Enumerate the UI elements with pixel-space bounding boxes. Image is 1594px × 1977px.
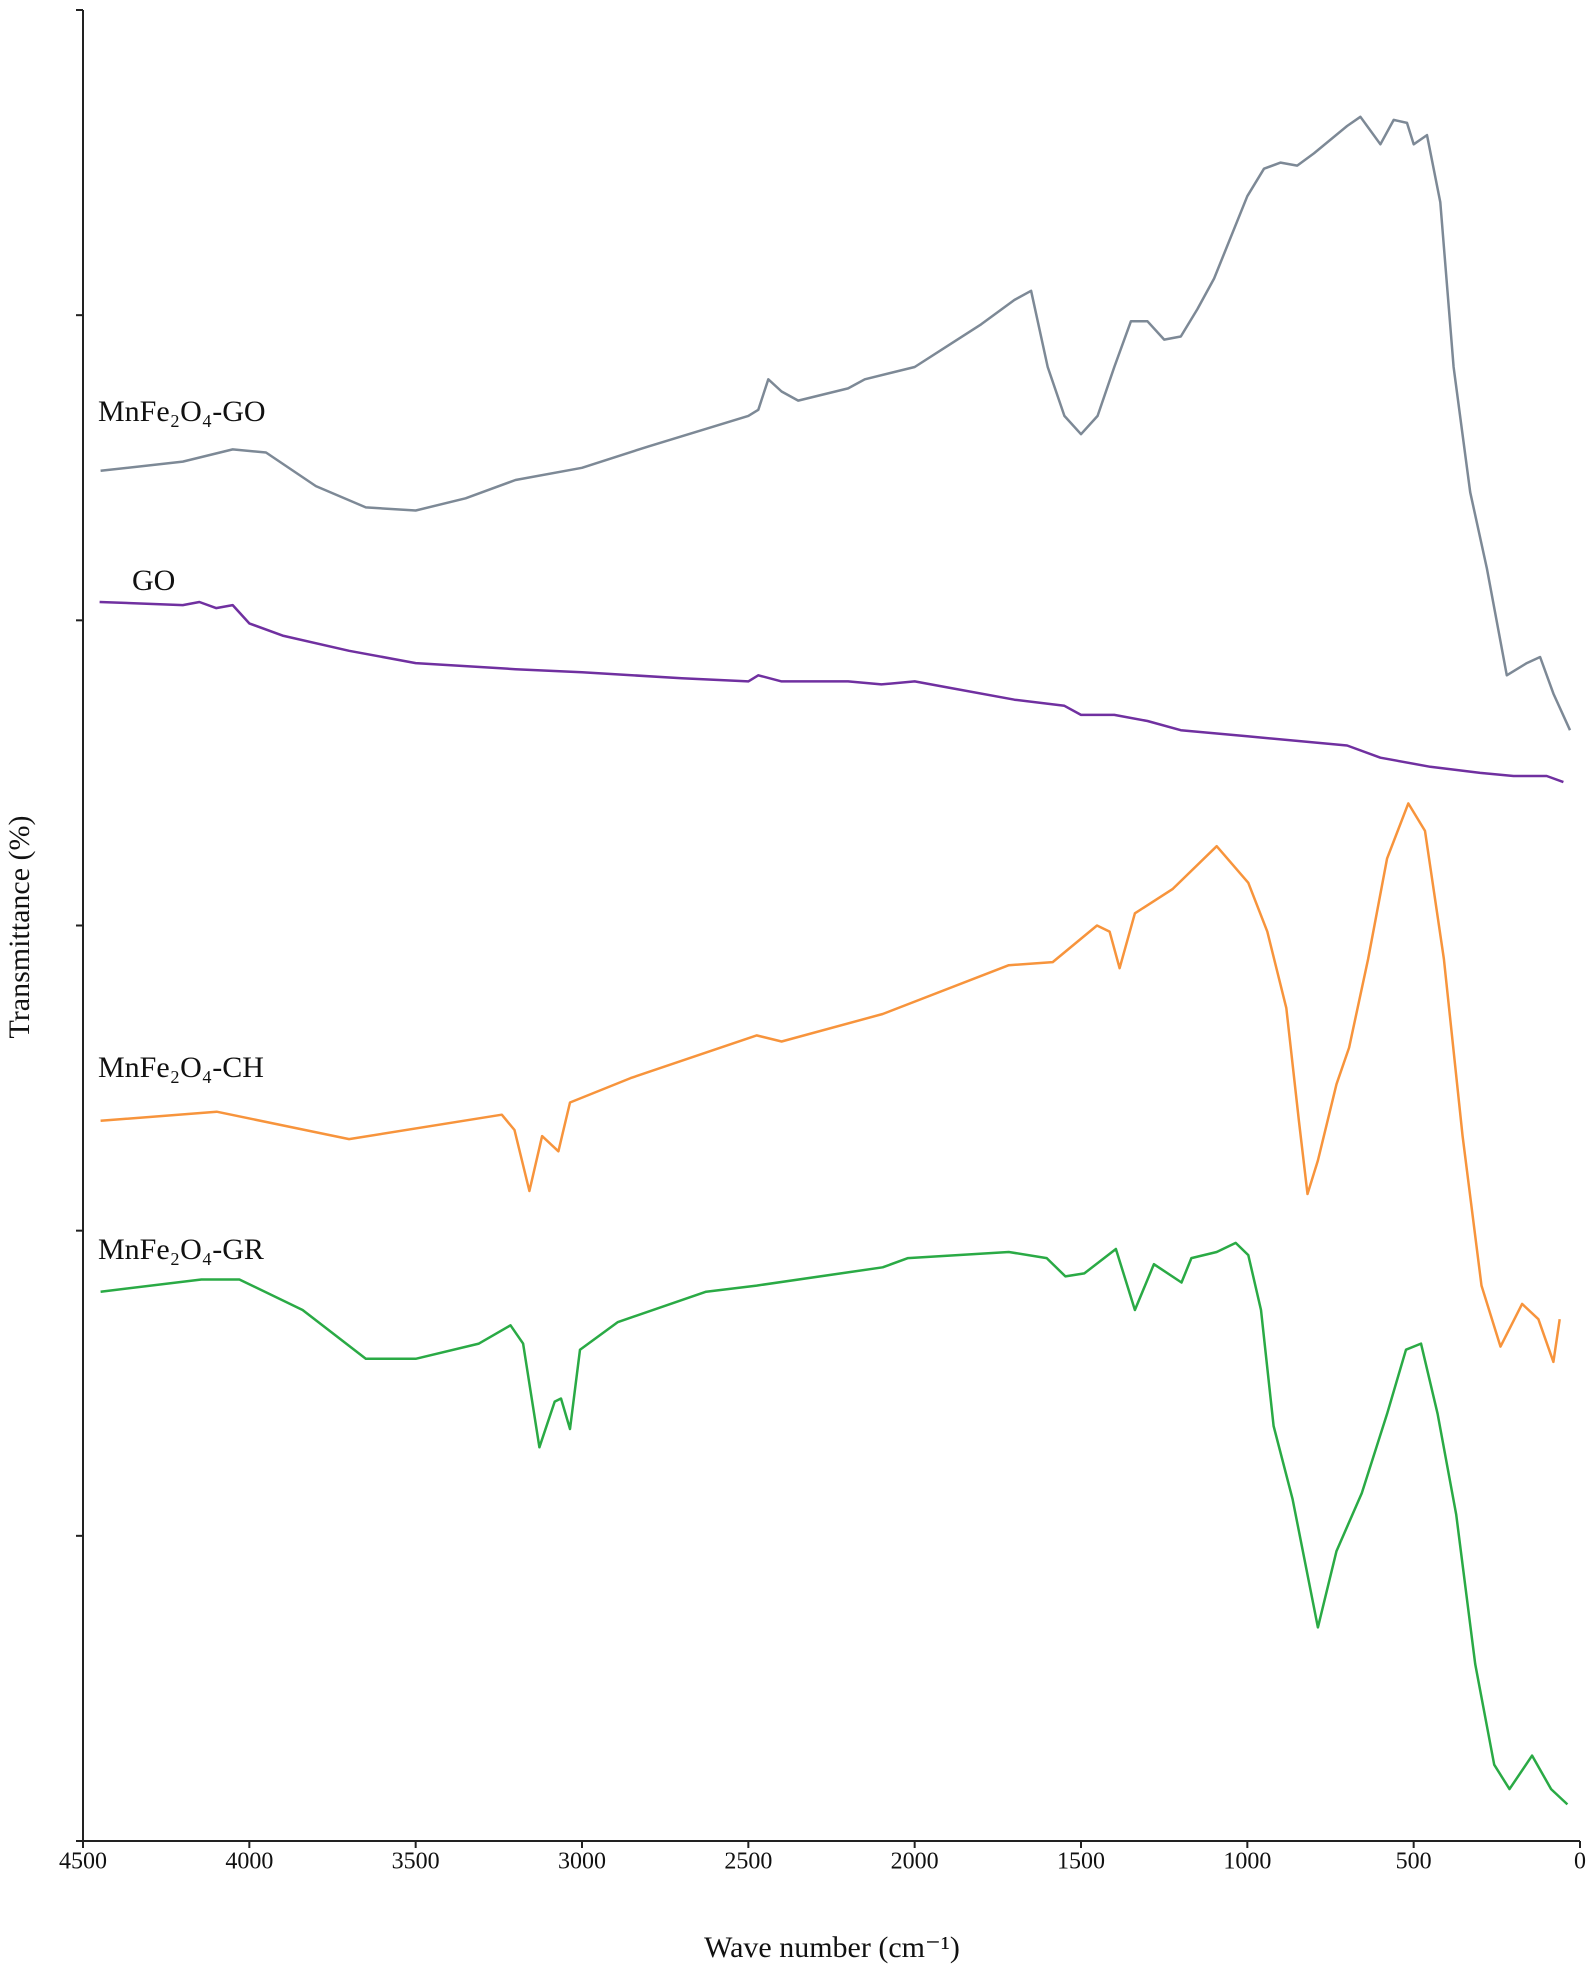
x-tick-label: 0 — [1574, 1849, 1586, 1875]
x-tick-label: 1500 — [1057, 1849, 1105, 1875]
x-tick-label: 500 — [1396, 1849, 1432, 1875]
series-label: MnFe₂O₄-CH — [98, 1051, 264, 1084]
x-axis-label: Wave number (cm⁻¹) — [704, 1931, 960, 1964]
series-label: GO — [132, 564, 175, 597]
series-line — [100, 115, 1572, 731]
x-tick-label: 1000 — [1223, 1849, 1271, 1875]
series-line — [100, 1241, 1569, 1806]
series-line — [99, 600, 1564, 784]
series-label: MnFe₂O₄-GO — [98, 395, 266, 428]
y-axis-label: Transmittance (%) — [3, 815, 36, 1038]
x-tick-label: 4500 — [59, 1849, 107, 1875]
x-tick-label: 3500 — [392, 1849, 440, 1875]
x-tick-label: 3000 — [558, 1849, 606, 1875]
x-tick-label: 2500 — [724, 1849, 772, 1875]
x-tick-label: 4000 — [225, 1849, 273, 1875]
series-line — [100, 802, 1561, 1364]
x-tick-label: 2000 — [891, 1849, 939, 1875]
series-label: MnFe₂O₄-GR — [98, 1233, 264, 1266]
